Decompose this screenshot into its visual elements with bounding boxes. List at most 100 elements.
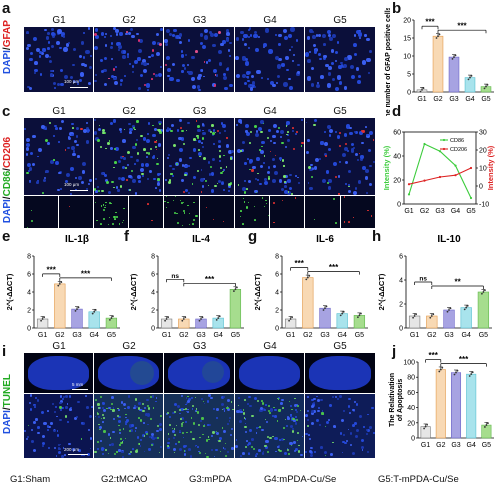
micrograph-dot (172, 34, 175, 37)
micrograph-dot (222, 447, 225, 450)
micrograph-c-g3 (164, 118, 234, 195)
micrograph-dot (201, 417, 204, 420)
micrograph-dot (278, 57, 283, 62)
micrograph-dot (173, 402, 178, 407)
micrograph-dot (317, 407, 320, 409)
micrograph-dot (228, 416, 232, 420)
micrograph-dot (54, 124, 57, 128)
micrograph-dot (305, 450, 308, 453)
micrograph-dot (221, 408, 223, 411)
micrograph-dot (218, 180, 222, 184)
data-point (325, 305, 328, 308)
panel-label-b: b (392, 0, 402, 17)
group-label-i-g5: G5 (333, 341, 347, 352)
micrograph-dot (314, 219, 316, 221)
y-axis-label: 2^(-ΔΔCT) (5, 273, 14, 310)
micrograph-dot (185, 408, 187, 411)
significance-mark: ns (419, 276, 427, 283)
micrograph-dot (138, 416, 141, 419)
data-point (449, 307, 452, 310)
micrograph-dot (246, 443, 249, 447)
micrograph-dot (186, 431, 188, 434)
data-point (164, 319, 166, 322)
micrograph-dot (128, 174, 132, 179)
micrograph-dot (229, 157, 232, 160)
micrograph-dot (295, 133, 298, 136)
micrograph-dot (259, 182, 262, 186)
group-label-i-g4: G4 (263, 341, 277, 352)
data-point (485, 424, 488, 426)
micrograph-dot (142, 59, 147, 64)
stain-sep-c1: / (2, 196, 13, 200)
micrograph-dot (356, 80, 361, 85)
micrograph-dot (245, 130, 248, 133)
brain-section-g3 (164, 353, 234, 393)
micrograph-dot (210, 189, 215, 193)
micrograph-dot (208, 423, 211, 427)
micrograph-dot (338, 131, 341, 134)
group-label-c-g3: G3 (192, 106, 207, 117)
micrograph-dot (167, 153, 170, 156)
micrograph-dot (147, 152, 151, 155)
data-point (470, 74, 473, 77)
micrograph-dot (155, 32, 160, 36)
micrograph-dot (237, 404, 240, 407)
micrograph-dot (210, 172, 215, 176)
micrograph-dot (133, 406, 136, 410)
micrograph-dot (98, 125, 101, 127)
micrograph-dot (327, 419, 330, 422)
inset-c-g2-red (129, 196, 163, 228)
x-tick-label: G5 (466, 208, 475, 215)
panel-label-j: j (392, 343, 397, 360)
micrograph-dot (51, 27, 55, 31)
micrograph-dot (121, 441, 124, 443)
micrograph-dot (277, 398, 280, 400)
micrograph-dot (150, 54, 155, 58)
bar-g3 (443, 309, 455, 329)
micrograph-dot (290, 46, 293, 49)
data-point (437, 35, 439, 38)
y-axis-label: 2^(-ΔΔCT) (253, 273, 262, 310)
micrograph-dot (25, 438, 28, 441)
micrograph-dot (94, 201, 97, 204)
micrograph-dot (293, 419, 296, 422)
micrograph-dot (216, 182, 219, 185)
micrograph-dot (137, 57, 141, 61)
y-axis-label-line1: The Relativation (389, 373, 396, 427)
chart-title: IL-4 (192, 234, 210, 245)
micrograph-dot (136, 120, 139, 123)
micrograph-dot (120, 401, 124, 404)
micrograph-dot (101, 413, 105, 416)
x-tick-label: G2 (303, 332, 312, 339)
micrograph-dot (143, 406, 147, 410)
micrograph-dot (309, 28, 314, 34)
micrograph-dot (151, 49, 155, 52)
micrograph-dot (252, 447, 255, 450)
micrograph-dot (94, 136, 99, 141)
micrograph-dot (220, 122, 224, 126)
micrograph-dot (128, 122, 131, 126)
micrograph-dot (254, 455, 257, 458)
micrograph-dot (217, 129, 220, 132)
micrograph-dot (365, 192, 368, 195)
micrograph-dot (122, 165, 126, 169)
micrograph-dot (131, 65, 135, 68)
micrograph-dot (199, 33, 204, 37)
micrograph-dot (47, 31, 50, 35)
legend-label-cd86: CD86 (450, 138, 464, 144)
micrograph-dot (297, 63, 300, 67)
micrograph-dot (60, 68, 64, 72)
micrograph-dot (259, 425, 262, 428)
significance-mark: ** (454, 278, 461, 287)
micrograph-dot (305, 150, 309, 154)
micrograph-dot (243, 409, 245, 411)
micrograph-dot (301, 118, 303, 121)
micrograph-dot (198, 450, 200, 453)
significance-mark: *** (47, 265, 57, 274)
micrograph-dot (231, 447, 234, 450)
micrograph-dot (115, 33, 119, 36)
micrograph-dot (245, 430, 248, 433)
micrograph-dot (82, 32, 86, 35)
micrograph-dot (170, 129, 174, 133)
micrograph-dot (131, 34, 135, 38)
